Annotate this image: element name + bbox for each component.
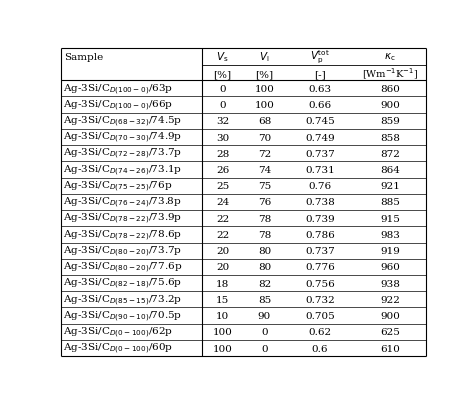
Text: 0.705: 0.705: [305, 311, 335, 320]
Text: 25: 25: [216, 182, 229, 191]
Text: Ag-3Si/C$_{D(90-10)}$/70.5p: Ag-3Si/C$_{D(90-10)}$/70.5p: [64, 309, 182, 323]
Text: 0.6: 0.6: [312, 344, 328, 352]
Text: 860: 860: [380, 85, 400, 93]
Text: 0.731: 0.731: [305, 166, 335, 174]
Text: Sample: Sample: [64, 53, 103, 62]
Text: 900: 900: [380, 101, 400, 110]
Text: $\mathit{V}_{\mathrm{s}}$: $\mathit{V}_{\mathrm{s}}$: [216, 51, 229, 64]
Text: 78: 78: [258, 214, 271, 223]
Text: 0: 0: [219, 101, 226, 110]
Text: Ag-3Si/C$_{D(78-22)}$/78.6p: Ag-3Si/C$_{D(78-22)}$/78.6p: [64, 228, 182, 242]
Text: 0: 0: [261, 344, 268, 352]
Text: 100: 100: [255, 101, 274, 110]
Text: Ag-3Si/C$_{D(68-32)}$/74.5p: Ag-3Si/C$_{D(68-32)}$/74.5p: [64, 114, 182, 129]
Text: [%]: [%]: [213, 70, 232, 79]
Text: 610: 610: [380, 344, 400, 352]
Text: 0.756: 0.756: [305, 279, 335, 288]
Text: Ag-3Si/C$_{D(80-20)}$/77.6p: Ag-3Si/C$_{D(80-20)}$/77.6p: [64, 260, 182, 274]
Text: 0.749: 0.749: [305, 133, 335, 142]
Text: 859: 859: [380, 117, 400, 126]
Text: 28: 28: [216, 150, 229, 158]
Text: 885: 885: [380, 198, 400, 207]
Text: 915: 915: [380, 214, 400, 223]
Text: 26: 26: [216, 166, 229, 174]
Text: 0.786: 0.786: [305, 230, 335, 239]
Text: 20: 20: [216, 247, 229, 255]
Text: 960: 960: [380, 263, 400, 272]
Text: 919: 919: [380, 247, 400, 255]
Text: 0.745: 0.745: [305, 117, 335, 126]
Text: 872: 872: [380, 150, 400, 158]
Text: 0.737: 0.737: [305, 247, 335, 255]
Text: Ag-3Si/C$_{D(80-20)}$/73.7p: Ag-3Si/C$_{D(80-20)}$/73.7p: [64, 244, 182, 258]
Text: Ag-3Si/C$_{D(82-18)}$/75.6p: Ag-3Si/C$_{D(82-18)}$/75.6p: [64, 276, 182, 291]
Text: 74: 74: [258, 166, 271, 174]
Text: 100: 100: [212, 344, 232, 352]
Text: 921: 921: [380, 182, 400, 191]
Text: 100: 100: [255, 85, 274, 93]
Text: Ag-3Si/C$_{D(75-25)}$/76p: Ag-3Si/C$_{D(75-25)}$/76p: [64, 179, 173, 193]
Text: [-]: [-]: [314, 70, 326, 79]
Text: 15: 15: [216, 295, 229, 304]
Text: 30: 30: [216, 133, 229, 142]
Text: 24: 24: [216, 198, 229, 207]
Text: 75: 75: [258, 182, 271, 191]
Text: 90: 90: [258, 311, 271, 320]
Text: 80: 80: [258, 263, 271, 272]
Text: 0.776: 0.776: [305, 263, 335, 272]
Text: 858: 858: [380, 133, 400, 142]
Text: 0.738: 0.738: [305, 198, 335, 207]
Text: 625: 625: [380, 328, 400, 336]
Text: 32: 32: [216, 117, 229, 126]
Text: 0.76: 0.76: [309, 182, 332, 191]
Text: $\mathit{V}_{\mathrm{p}}^{\mathrm{tot}}$: $\mathit{V}_{\mathrm{p}}^{\mathrm{tot}}$: [310, 49, 330, 66]
Text: 22: 22: [216, 214, 229, 223]
Text: 0.66: 0.66: [309, 101, 332, 110]
Text: 85: 85: [258, 295, 271, 304]
Text: Ag-3Si/C$_{D(0-100)}$/60p: Ag-3Si/C$_{D(0-100)}$/60p: [64, 341, 173, 355]
Text: 18: 18: [216, 279, 229, 288]
Text: 0: 0: [219, 85, 226, 93]
Text: 68: 68: [258, 117, 271, 126]
Text: 900: 900: [380, 311, 400, 320]
Text: 20: 20: [216, 263, 229, 272]
Text: 100: 100: [212, 328, 232, 336]
Text: 22: 22: [216, 230, 229, 239]
Text: 78: 78: [258, 230, 271, 239]
Text: 922: 922: [380, 295, 400, 304]
Text: 0.63: 0.63: [309, 85, 332, 93]
Text: Ag-3Si/C$_{D(70-30)}$/74.9p: Ag-3Si/C$_{D(70-30)}$/74.9p: [64, 130, 182, 145]
Text: 0.739: 0.739: [305, 214, 335, 223]
Text: 10: 10: [216, 311, 229, 320]
Text: Ag-3Si/C$_{D(100-0)}$/63p: Ag-3Si/C$_{D(100-0)}$/63p: [64, 82, 173, 96]
Text: 0.732: 0.732: [305, 295, 335, 304]
Text: $\kappa_{\mathrm{c}}$: $\kappa_{\mathrm{c}}$: [384, 52, 396, 63]
Text: Ag-3Si/C$_{D(74-26)}$/73.1p: Ag-3Si/C$_{D(74-26)}$/73.1p: [64, 163, 182, 177]
Text: [Wm$^{-1}$K$^{-1}$]: [Wm$^{-1}$K$^{-1}$]: [362, 67, 419, 82]
Text: Ag-3Si/C$_{D(85-15)}$/73.2p: Ag-3Si/C$_{D(85-15)}$/73.2p: [64, 292, 182, 307]
Text: [%]: [%]: [255, 70, 273, 79]
Text: Ag-3Si/C$_{D(100-0)}$/66p: Ag-3Si/C$_{D(100-0)}$/66p: [64, 98, 173, 113]
Text: Ag-3Si/C$_{D(72-28)}$/73.7p: Ag-3Si/C$_{D(72-28)}$/73.7p: [64, 147, 182, 161]
Text: Ag-3Si/C$_{D(78-22)}$/73.9p: Ag-3Si/C$_{D(78-22)}$/73.9p: [64, 211, 182, 226]
Text: 80: 80: [258, 247, 271, 255]
Text: 864: 864: [380, 166, 400, 174]
Text: 938: 938: [380, 279, 400, 288]
Text: 82: 82: [258, 279, 271, 288]
Text: Ag-3Si/C$_{D(0-100)}$/62p: Ag-3Si/C$_{D(0-100)}$/62p: [64, 325, 173, 339]
Text: 0.737: 0.737: [305, 150, 335, 158]
Text: 70: 70: [258, 133, 271, 142]
Text: 0: 0: [261, 328, 268, 336]
Text: 0.62: 0.62: [309, 328, 332, 336]
Text: Ag-3Si/C$_{D(76-24)}$/73.8p: Ag-3Si/C$_{D(76-24)}$/73.8p: [64, 195, 182, 210]
Text: 72: 72: [258, 150, 271, 158]
Text: $\mathit{V}_{\mathrm{l}}$: $\mathit{V}_{\mathrm{l}}$: [259, 51, 270, 64]
Text: 983: 983: [380, 230, 400, 239]
Text: 76: 76: [258, 198, 271, 207]
